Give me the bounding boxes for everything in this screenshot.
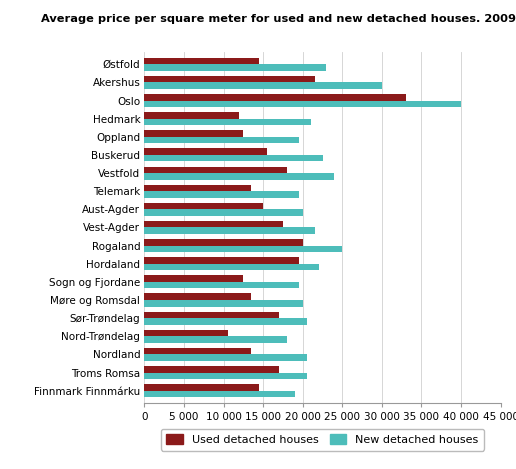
Bar	[144, 58, 259, 64]
Bar	[144, 246, 342, 252]
Bar	[144, 203, 263, 209]
Bar	[144, 257, 299, 264]
Bar	[144, 330, 228, 336]
Bar	[144, 155, 322, 161]
Bar	[144, 294, 251, 300]
Bar	[144, 391, 295, 397]
Bar	[144, 100, 461, 107]
Bar	[144, 336, 287, 343]
Bar	[144, 64, 327, 71]
Bar	[144, 191, 299, 198]
Bar	[144, 300, 303, 307]
Bar	[144, 318, 307, 325]
X-axis label: NOK: NOK	[310, 428, 335, 441]
Bar	[144, 148, 267, 155]
Bar	[144, 282, 299, 288]
Bar	[144, 76, 315, 83]
Bar	[144, 173, 334, 180]
Bar	[144, 264, 318, 270]
Bar	[144, 94, 406, 100]
Bar	[144, 227, 315, 234]
Bar	[144, 209, 303, 216]
Bar	[144, 130, 244, 137]
Bar	[144, 221, 283, 227]
Bar	[144, 83, 382, 89]
Bar	[144, 384, 259, 391]
Bar	[144, 137, 299, 144]
Bar	[144, 185, 251, 191]
Bar	[144, 239, 303, 246]
Bar	[144, 311, 279, 318]
Text: Average price per square meter for used and new detached houses. 2009. NOK: Average price per square meter for used …	[41, 14, 516, 24]
Bar	[144, 112, 239, 119]
Bar	[144, 166, 287, 173]
Bar	[144, 348, 251, 355]
Bar	[144, 119, 311, 125]
Bar	[144, 355, 307, 361]
Bar	[144, 275, 244, 282]
Legend: Used detached houses, New detached houses: Used detached houses, New detached house…	[161, 429, 484, 451]
Bar	[144, 372, 307, 379]
Bar	[144, 366, 279, 372]
